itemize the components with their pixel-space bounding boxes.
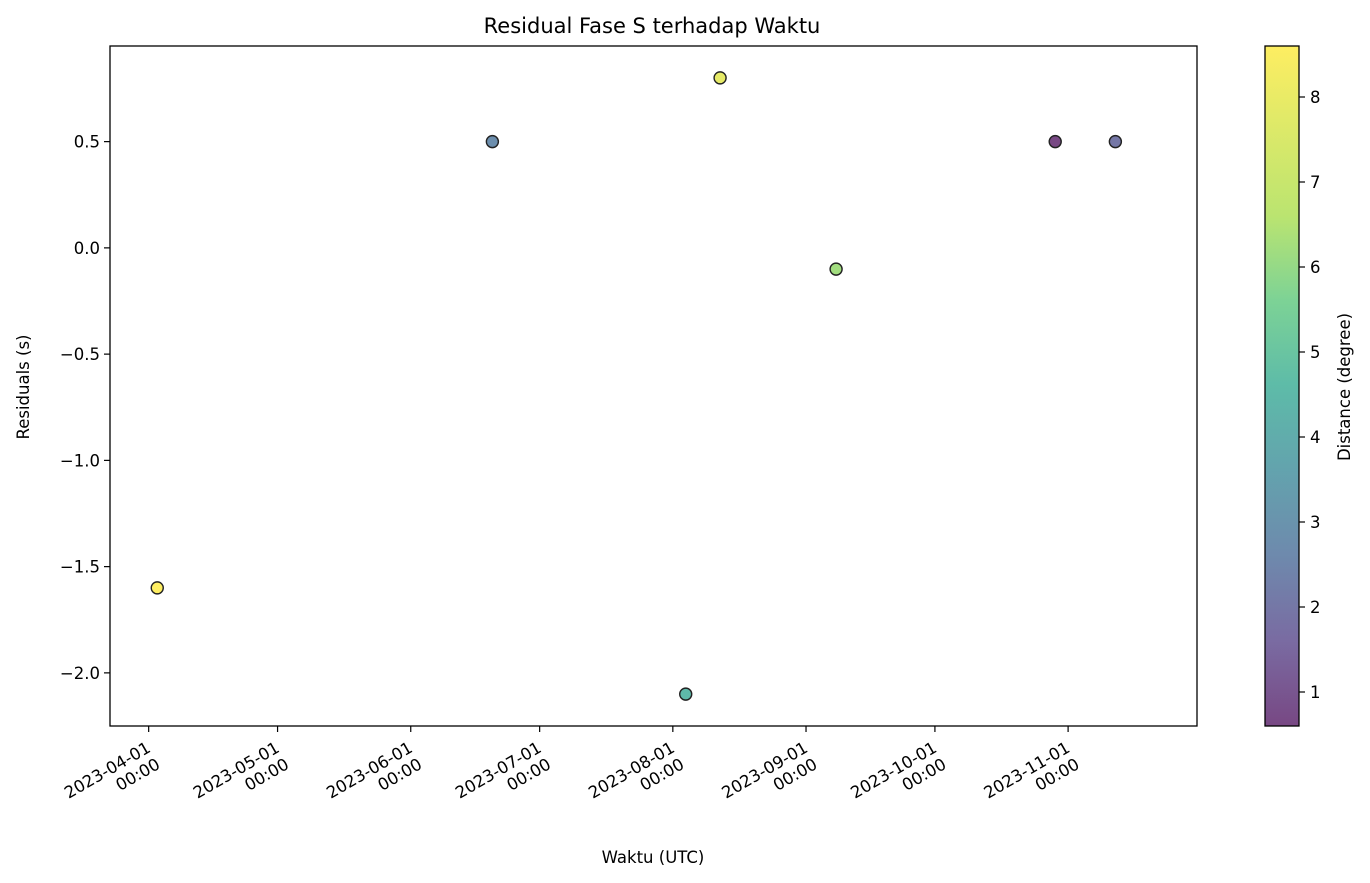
colorbar-tick-label: 3: [1310, 513, 1321, 532]
data-point: [1048, 134, 1062, 149]
data-points: [150, 71, 1123, 701]
y-tick-label: −1.5: [60, 558, 100, 577]
data-point: [485, 134, 500, 149]
colorbar-frame: [1264, 45, 1300, 727]
colorbar-tick-label: 1: [1310, 683, 1321, 702]
colorbar-label: Distance (degree): [1335, 313, 1354, 461]
colorbar-ticks: 1 2 3 4 5 6 7 8: [1299, 88, 1321, 702]
x-tick-label: 2023-04-0100:00: [61, 738, 163, 819]
x-tick-label: 2023-09-0100:00: [718, 738, 820, 819]
x-tick-label: 2023-06-0100:00: [323, 738, 425, 819]
x-tick-label: 2023-10-0100:00: [847, 738, 949, 819]
y-tick-label: 0.0: [74, 239, 100, 258]
colorbar-tick-label: 4: [1310, 428, 1321, 447]
y-tick-label: −2.0: [60, 664, 100, 683]
x-tick-label: 2023-11-0100:00: [981, 738, 1083, 819]
colorbar-tick-label: 2: [1310, 598, 1321, 617]
colorbar-tick-label: 6: [1310, 258, 1321, 277]
x-tick-label: 2023-07-0100:00: [452, 738, 554, 819]
data-point: [713, 71, 727, 85]
data-point: [829, 262, 843, 276]
x-tick-label: 2023-05-0100:00: [190, 738, 292, 819]
y-tick-label: −1.0: [60, 451, 100, 470]
plot-frame: [109, 45, 1198, 727]
data-point: [1108, 134, 1123, 149]
y-axis-ticks: 0.5 0.0 −0.5 −1.0 −1.5 −2.0: [60, 133, 110, 683]
colorbar: [1265, 46, 1299, 726]
y-tick-label: −0.5: [60, 345, 100, 364]
x-axis-label: Waktu (UTC): [602, 848, 705, 867]
colorbar-tick-label: 5: [1310, 343, 1321, 362]
data-point: [679, 687, 693, 701]
y-tick-label: 0.5: [74, 133, 100, 152]
x-tick-label: 2023-08-0100:00: [585, 738, 687, 819]
x-axis-ticks: 2023-04-0100:00 2023-05-0100:00 2023-06-01…: [61, 726, 1083, 819]
colorbar-tick-label: 7: [1310, 173, 1321, 192]
data-point: [150, 581, 164, 595]
colorbar-tick-label: 8: [1310, 88, 1321, 107]
y-axis-label: Residuals (s): [14, 335, 33, 440]
chart-title: Residual Fase S terhadap Waktu: [484, 14, 821, 38]
